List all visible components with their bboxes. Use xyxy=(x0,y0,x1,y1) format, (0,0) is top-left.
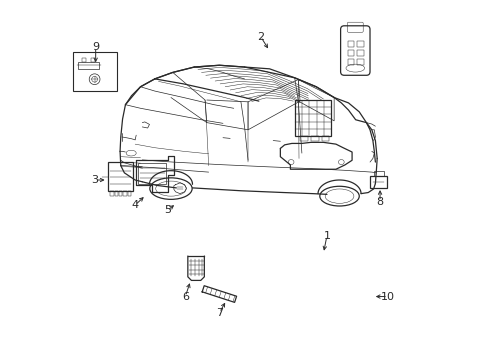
Bar xyxy=(110,192,113,196)
Text: 8: 8 xyxy=(376,197,383,207)
Bar xyxy=(119,192,122,196)
Bar xyxy=(78,62,99,69)
Bar xyxy=(310,136,318,141)
Bar xyxy=(127,192,131,196)
Bar xyxy=(300,136,307,141)
Bar xyxy=(347,59,353,65)
Bar xyxy=(369,176,386,188)
Bar xyxy=(356,41,363,47)
Bar xyxy=(294,100,330,136)
Bar xyxy=(123,192,126,196)
Bar xyxy=(373,171,383,176)
Text: 9: 9 xyxy=(92,42,99,52)
Bar xyxy=(82,58,86,62)
Bar xyxy=(115,192,118,196)
Bar xyxy=(356,59,363,65)
Bar xyxy=(347,50,353,56)
Bar xyxy=(73,52,117,91)
Text: 10: 10 xyxy=(380,292,394,302)
Bar xyxy=(356,50,363,56)
Text: 7: 7 xyxy=(215,308,223,318)
Text: 1: 1 xyxy=(323,231,330,240)
Text: 2: 2 xyxy=(257,32,264,41)
Bar xyxy=(321,136,329,141)
Text: 3: 3 xyxy=(91,175,98,185)
Text: 5: 5 xyxy=(163,206,170,216)
Bar xyxy=(138,163,166,184)
Bar xyxy=(347,41,353,47)
Bar xyxy=(91,58,95,62)
Text: 4: 4 xyxy=(131,200,139,210)
Bar xyxy=(107,162,133,192)
Text: 6: 6 xyxy=(182,292,188,302)
